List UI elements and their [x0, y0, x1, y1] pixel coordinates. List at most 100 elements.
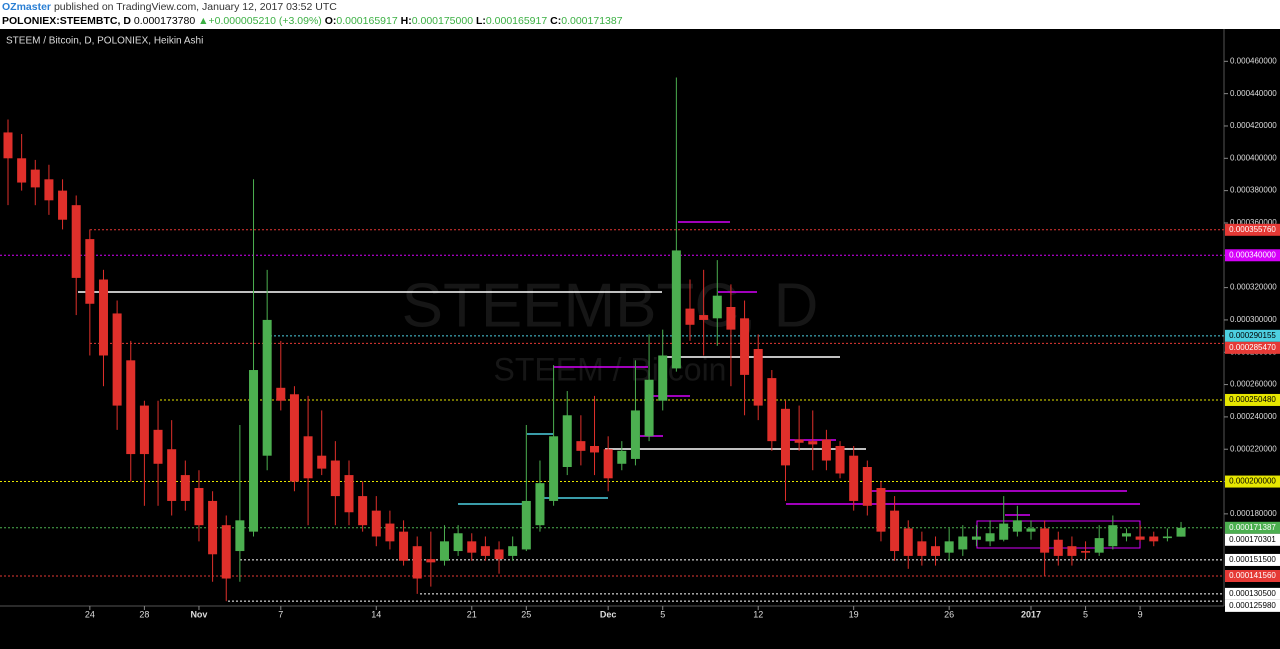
ohlc-value: 0.000171387	[561, 15, 622, 27]
y-tick-label: 0.000440000	[1230, 89, 1277, 98]
candle-body	[603, 449, 613, 479]
candle-body	[971, 536, 981, 540]
level-label-box	[1225, 599, 1280, 612]
x-tick-label: 7	[278, 609, 283, 619]
candle-body	[153, 429, 163, 464]
x-tick-label: 2017	[1021, 609, 1041, 619]
candle-body	[876, 488, 886, 532]
candle-body	[1149, 536, 1159, 542]
candle-body	[221, 525, 231, 579]
header-bar	[0, 0, 1280, 29]
y-tick-label: 0.000380000	[1230, 186, 1277, 195]
up-arrow: ▲	[198, 15, 208, 27]
candle-body	[699, 315, 709, 320]
level-label: 0.000125980	[1229, 601, 1276, 610]
candle-body	[303, 436, 313, 479]
candle-body	[726, 306, 736, 330]
candle-body	[71, 205, 81, 278]
candle-body	[467, 541, 477, 553]
x-tick-label: 14	[371, 609, 381, 619]
candle-body	[208, 500, 218, 555]
level-label-box	[1225, 587, 1280, 600]
candle-body	[330, 460, 340, 497]
candle-body	[371, 510, 381, 537]
x-tick-label: 28	[139, 609, 149, 619]
author[interactable]: OZmaster	[2, 1, 51, 13]
level-label: 0.000285470	[1229, 343, 1276, 352]
candle-body	[1108, 525, 1118, 547]
y-tick-label: 0.000360000	[1230, 218, 1277, 227]
candle-body	[549, 436, 559, 501]
level-label-box	[1225, 249, 1280, 262]
ohlc-label: O:	[325, 15, 337, 27]
candle-body	[412, 546, 422, 579]
candle-body	[862, 467, 872, 506]
x-tick-label: 19	[849, 609, 859, 619]
candle-body	[658, 355, 668, 401]
y-tick-label: 0.000220000	[1230, 444, 1277, 453]
candle-body	[944, 541, 954, 553]
candle-body	[180, 475, 190, 501]
candle-body	[1081, 551, 1091, 553]
level-label: 0.000355760	[1229, 225, 1276, 234]
level-label: 0.000200000	[1229, 477, 1276, 486]
candle-body	[903, 528, 913, 556]
candle-body	[740, 318, 750, 375]
chart-title: STEEM / Bitcoin, D, POLONIEX, Heikin Ash…	[6, 36, 203, 47]
candle-body	[139, 405, 149, 455]
candle-body	[480, 546, 490, 556]
level-label-box	[1225, 341, 1280, 354]
candle-body	[494, 549, 504, 560]
candle-body	[999, 523, 1009, 540]
x-tick-label: 21	[467, 609, 477, 619]
level-label: 0.000170301	[1229, 535, 1276, 544]
candle-body	[385, 523, 395, 542]
candle-body	[235, 520, 245, 552]
x-tick-label: 5	[660, 609, 665, 619]
candle-body	[262, 319, 272, 456]
ohlc-value: 0.000175000	[412, 15, 473, 27]
candle-body	[85, 239, 95, 304]
level-label-box	[1225, 393, 1280, 406]
candle-body	[958, 536, 968, 550]
level-label-box	[1225, 223, 1280, 236]
candle-body	[30, 169, 40, 188]
candle-body	[17, 158, 27, 183]
x-tick-label: 25	[521, 609, 531, 619]
candle-body	[167, 449, 177, 501]
level-label-box	[1225, 521, 1280, 534]
y-tick-label: 0.000180000	[1230, 509, 1277, 518]
candle-body	[685, 308, 695, 325]
candle-body	[289, 394, 299, 482]
candle-body	[644, 379, 654, 437]
level-label-box	[1225, 533, 1280, 546]
ohlc-label: L:	[476, 15, 486, 27]
candle-body	[1162, 536, 1172, 539]
candle-body	[1135, 536, 1145, 540]
last-price: 0.000173780	[134, 15, 195, 27]
y-tick-label: 0.000460000	[1230, 56, 1277, 65]
candle-body	[358, 496, 368, 526]
candle-body	[890, 510, 900, 552]
candle-body	[1053, 539, 1063, 556]
y-tick-label: 0.000400000	[1230, 153, 1277, 162]
candle-body	[58, 190, 68, 220]
candle-body	[508, 546, 518, 556]
candle-body	[126, 360, 136, 455]
level-label: 0.000130500	[1229, 589, 1276, 598]
candle-body	[1176, 527, 1186, 537]
level-label: 0.000250480	[1229, 395, 1276, 404]
candle-body	[1026, 528, 1036, 532]
y-tick-label: 0.000420000	[1230, 121, 1277, 130]
level-label: 0.000340000	[1229, 250, 1276, 259]
candle-body	[521, 500, 531, 550]
x-tick-label: 9	[1138, 609, 1143, 619]
candle-body	[821, 439, 831, 461]
ohlc-value: 0.000165917	[486, 15, 547, 27]
candle-body	[453, 533, 463, 552]
candle-body	[44, 179, 54, 201]
y-tick-label: 0.000240000	[1230, 412, 1277, 421]
candle-body	[712, 295, 722, 319]
